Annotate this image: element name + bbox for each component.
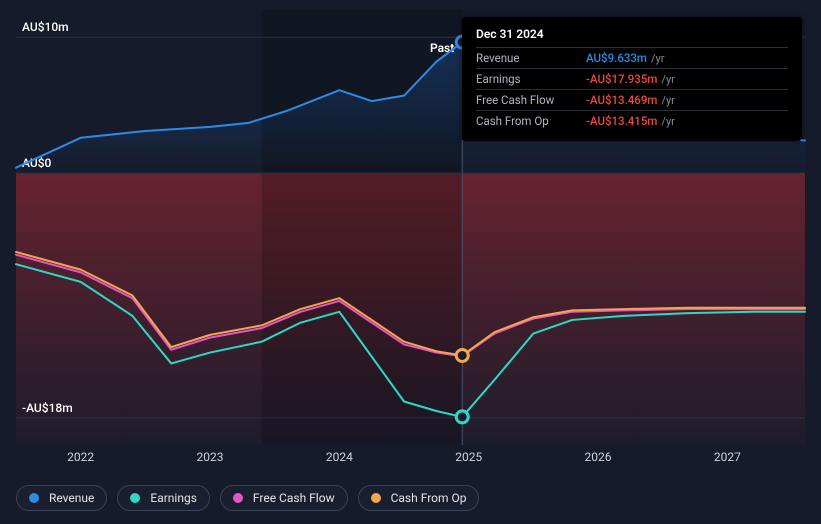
x-axis-label: 2027 — [714, 450, 741, 464]
tooltip-row-value: -AU$13.469m — [586, 93, 657, 107]
legend-label: Cash From Op — [391, 491, 467, 505]
tooltip-row-label: Cash From Op — [476, 114, 586, 128]
tooltip-row: Cash From Op-AU$13.415m/yr — [476, 110, 788, 131]
tooltip-row: Earnings-AU$17.935m/yr — [476, 68, 788, 89]
legend-dot-icon — [29, 493, 39, 503]
tooltip-row: Free Cash Flow-AU$13.469m/yr — [476, 89, 788, 110]
tooltip-row-value: AU$9.633m — [586, 51, 647, 65]
highlight-band — [262, 10, 462, 445]
tooltip-row-unit: /yr — [651, 52, 664, 65]
tooltip-row-label: Earnings — [476, 72, 586, 86]
chart-tooltip: Dec 31 2024 RevenueAU$9.633m/yrEarnings-… — [462, 17, 802, 141]
legend-dot-icon — [233, 493, 243, 503]
x-axis-label: 2025 — [455, 450, 482, 464]
chart-legend: Revenue Earnings Free Cash Flow Cash From O… — [16, 485, 479, 511]
tooltip-row-unit: /yr — [661, 115, 674, 128]
tooltip-date: Dec 31 2024 — [476, 27, 788, 41]
legend-dot-icon — [130, 493, 140, 503]
y-axis-label: AU$10m — [22, 20, 69, 34]
tooltip-row-unit: /yr — [661, 94, 674, 107]
legend-label: Free Cash Flow — [253, 491, 335, 505]
x-axis-label: 2024 — [326, 450, 353, 464]
tooltip-row-label: Free Cash Flow — [476, 93, 586, 107]
tooltip-row-value: -AU$17.935m — [586, 72, 657, 86]
legend-item-fcf[interactable]: Free Cash Flow — [220, 485, 348, 511]
x-axis-label: 2022 — [67, 450, 94, 464]
financial-chart: AU$10mAU$0-AU$18m20222023202420252026202… — [0, 0, 821, 524]
legend-item-cfo[interactable]: Cash From Op — [358, 485, 480, 511]
x-axis-label: 2023 — [197, 450, 224, 464]
tooltip-row: RevenueAU$9.633m/yr — [476, 47, 788, 68]
marker-cfo — [456, 349, 468, 361]
legend-label: Revenue — [49, 491, 94, 505]
marker-earnings — [456, 411, 468, 423]
legend-item-earnings[interactable]: Earnings — [117, 485, 210, 511]
y-axis-label: -AU$18m — [22, 401, 73, 415]
past-label: Past — [430, 41, 454, 55]
tooltip-row-label: Revenue — [476, 51, 586, 65]
tooltip-row-unit: /yr — [661, 73, 674, 86]
x-axis-label: 2026 — [585, 450, 612, 464]
tooltip-row-value: -AU$13.415m — [586, 114, 657, 128]
legend-dot-icon — [371, 493, 381, 503]
legend-item-revenue[interactable]: Revenue — [16, 485, 107, 511]
legend-label: Earnings — [150, 491, 197, 505]
